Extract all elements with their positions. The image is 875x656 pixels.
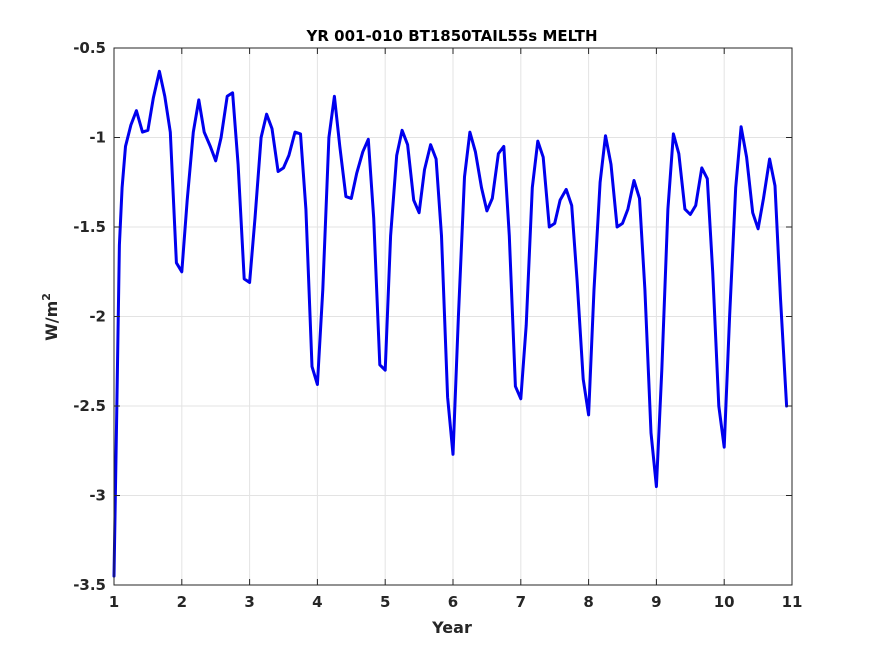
y-axis-label: W/m2 — [40, 293, 61, 341]
y-axis-label-main: W/m — [42, 301, 61, 341]
x-tick-label: 5 — [380, 593, 390, 611]
series-layer — [112, 69, 789, 578]
y-tick-label: -3 — [89, 487, 106, 505]
x-tick-label: 4 — [312, 593, 322, 611]
x-tick-label: 9 — [651, 593, 661, 611]
x-tick-labels: 1 2 3 4 5 6 7 8 9 10 11 — [109, 593, 803, 611]
x-tick-label: 6 — [448, 593, 458, 611]
y-tick-labels: -3.5 -3 -2.5 -2 -1.5 -1 -0.5 — [73, 39, 106, 594]
y-axis-label-superscript: 2 — [40, 293, 53, 301]
x-tick-label: 11 — [782, 593, 803, 611]
x-tick-label: 7 — [516, 593, 526, 611]
x-tick-label: 3 — [244, 593, 254, 611]
y-tick-label: -1 — [89, 129, 106, 147]
x-tick-label: 8 — [583, 593, 593, 611]
series-line — [112, 69, 789, 578]
y-tick-label: -1.5 — [73, 218, 106, 236]
x-tick-label: 1 — [109, 593, 119, 611]
y-tick-label: -3.5 — [73, 576, 106, 594]
tick-marks — [113, 47, 793, 586]
chart-title: YR 001-010 BT1850TAIL55s MELTH — [306, 27, 598, 45]
x-tick-label: 10 — [714, 593, 735, 611]
y-tick-label: -0.5 — [73, 39, 106, 57]
y-tick-label: -2.5 — [73, 397, 106, 415]
x-axis-label: Year — [431, 618, 472, 637]
x-tick-label: 2 — [177, 593, 187, 611]
y-tick-label: -2 — [89, 308, 106, 326]
